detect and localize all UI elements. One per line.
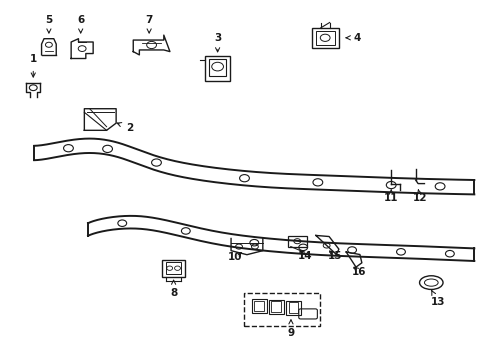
Text: 7: 7 — [145, 15, 153, 33]
Bar — [285, 301, 300, 315]
Bar — [287, 236, 306, 247]
Bar — [209, 59, 225, 76]
Text: 1: 1 — [30, 54, 37, 77]
Text: 6: 6 — [77, 15, 84, 33]
Bar — [268, 300, 283, 314]
Bar — [288, 302, 298, 313]
Text: 13: 13 — [429, 291, 444, 307]
Text: 4: 4 — [346, 33, 360, 43]
Bar — [315, 31, 334, 45]
Bar — [244, 293, 320, 326]
Text: 16: 16 — [351, 267, 366, 277]
Bar — [205, 56, 229, 81]
Text: 10: 10 — [227, 252, 242, 262]
Text: 2: 2 — [117, 123, 133, 133]
Text: 3: 3 — [214, 33, 221, 52]
Text: 9: 9 — [287, 320, 294, 338]
Bar — [271, 301, 281, 312]
Bar — [254, 301, 264, 311]
Text: 11: 11 — [383, 190, 398, 203]
Bar — [251, 299, 266, 313]
Bar — [165, 262, 181, 274]
Text: 8: 8 — [170, 280, 177, 298]
Text: 14: 14 — [298, 251, 312, 261]
Text: 15: 15 — [327, 251, 342, 261]
Bar — [311, 28, 338, 48]
Text: 12: 12 — [412, 190, 427, 203]
Bar — [162, 260, 185, 277]
Text: 5: 5 — [45, 15, 52, 33]
